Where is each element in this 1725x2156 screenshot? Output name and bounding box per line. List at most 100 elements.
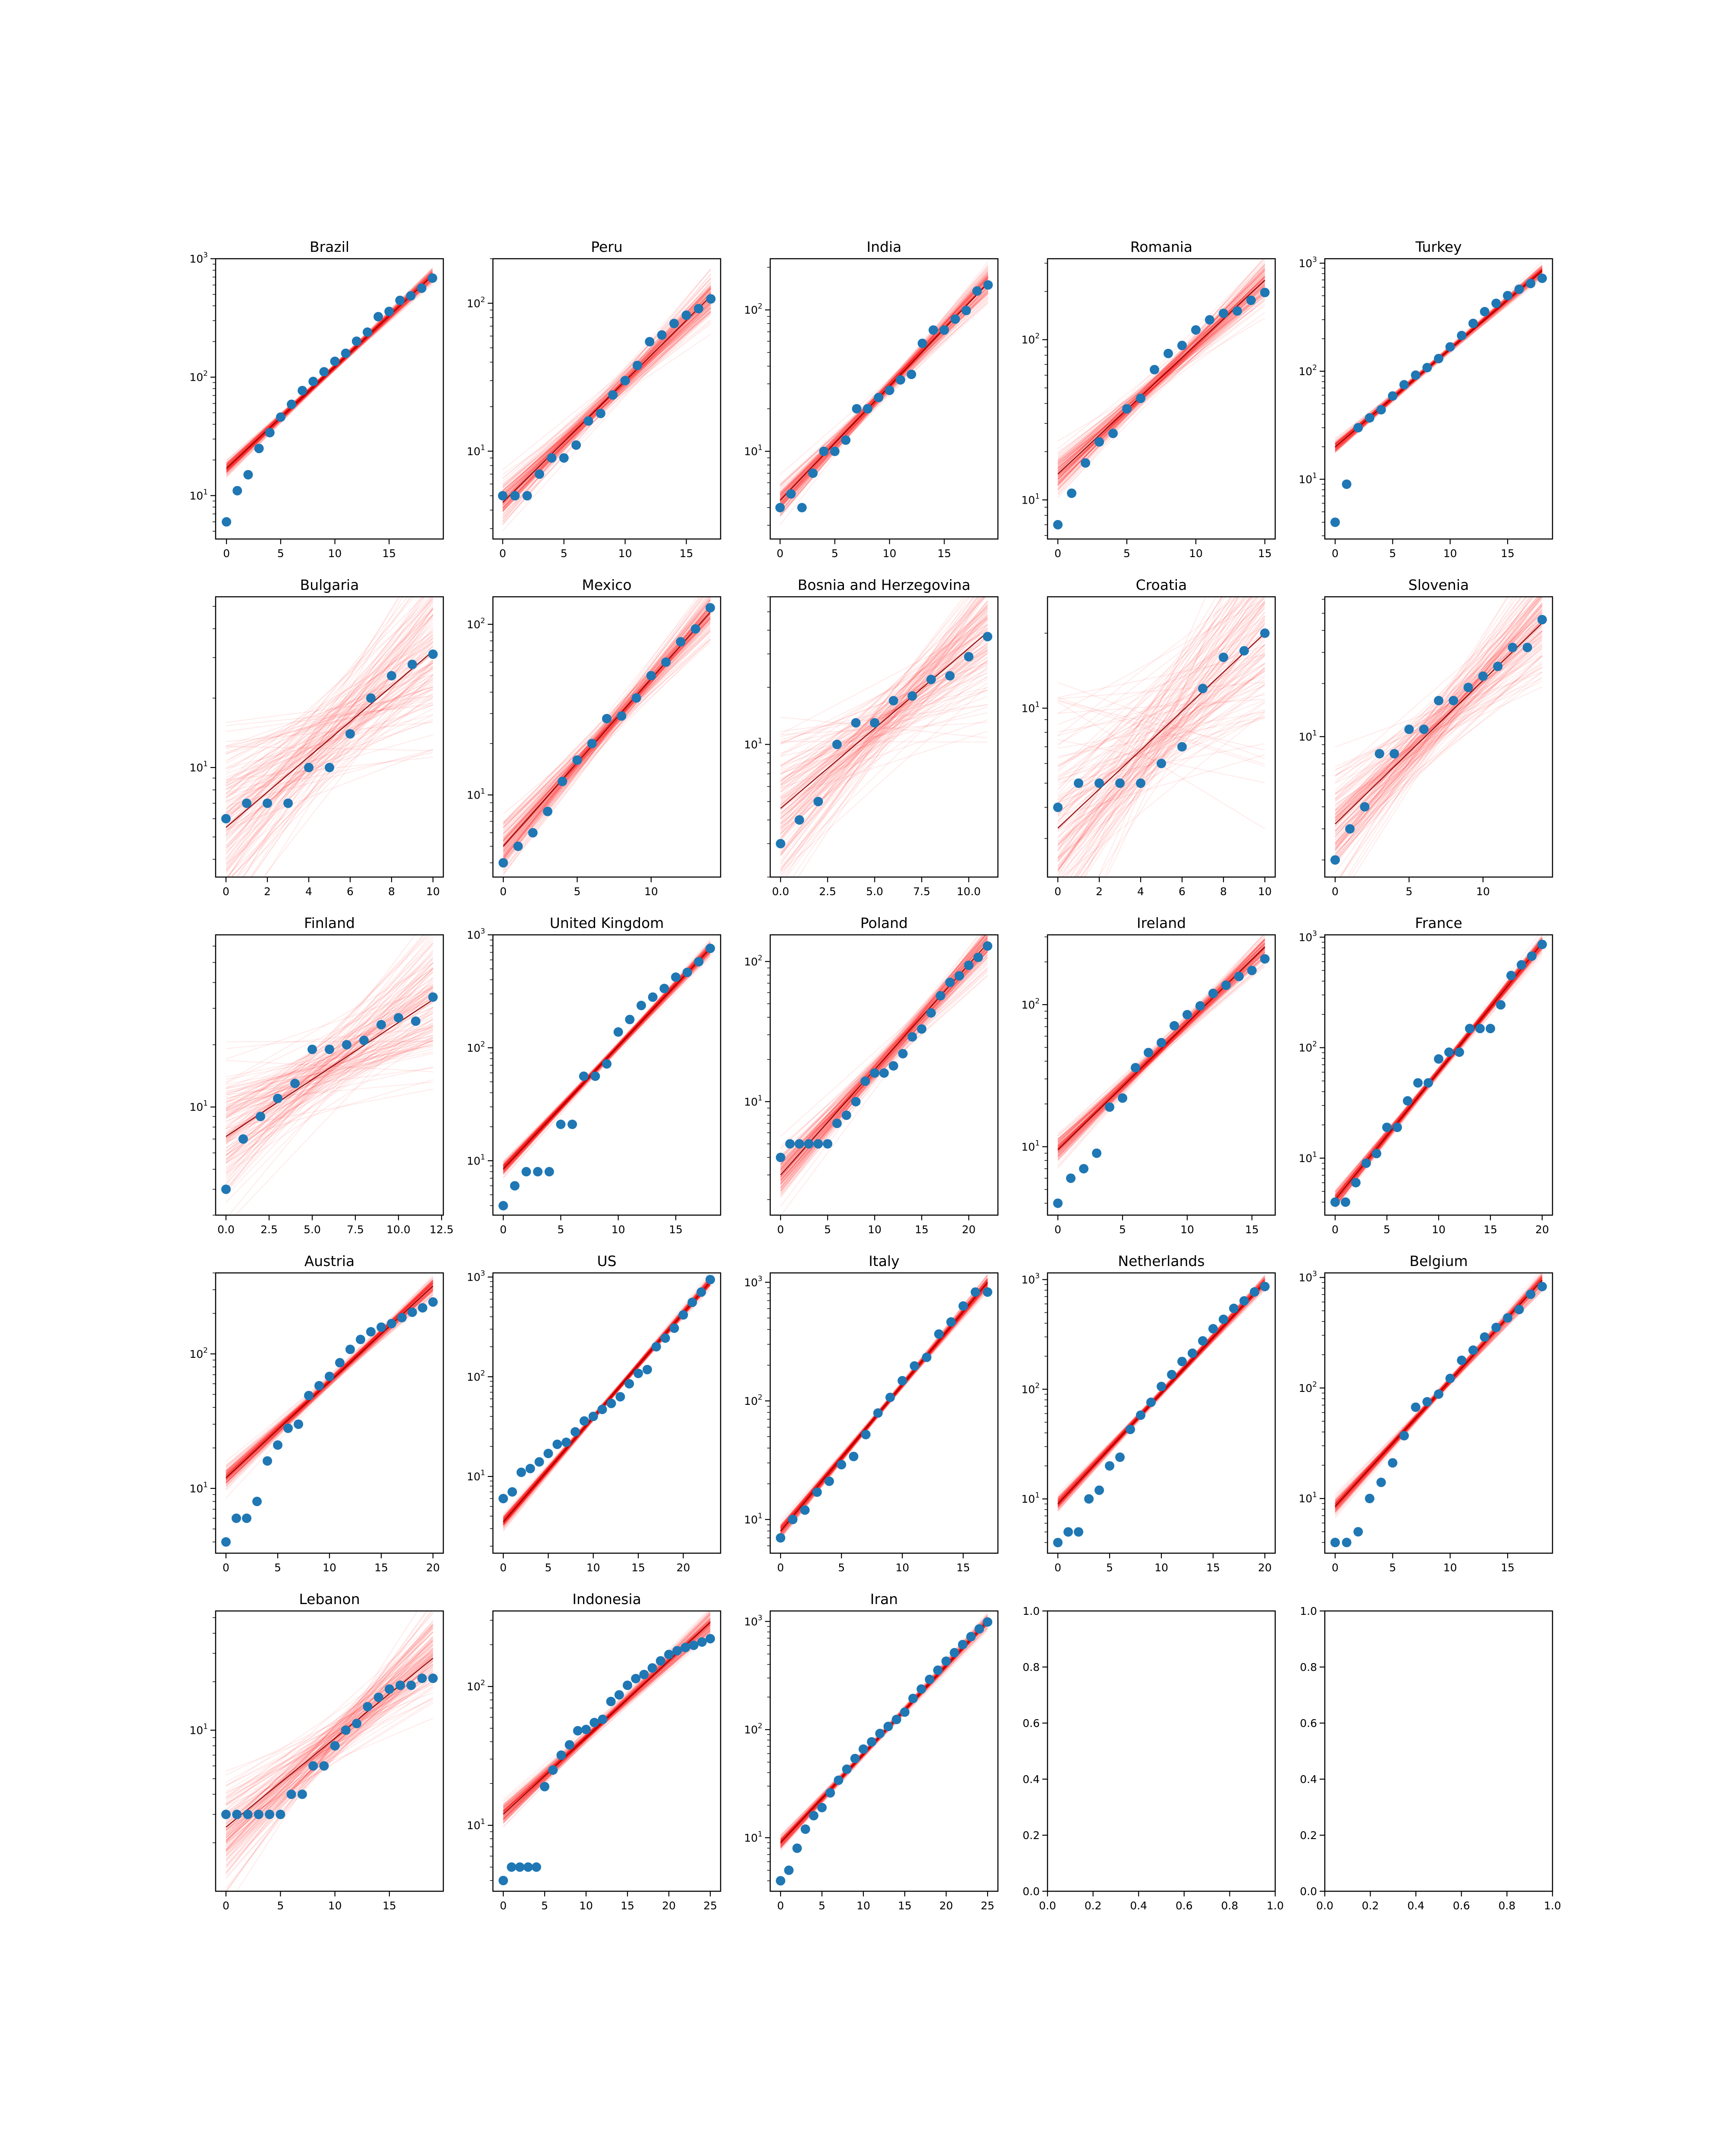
y-tick-label: 103 (744, 1275, 762, 1289)
fit-sample-line (1335, 941, 1543, 1197)
data-point (945, 671, 955, 681)
fit-sample-line (1057, 668, 1265, 842)
fit-sample-line (1057, 669, 1265, 828)
fit-sample-line (1098, 617, 1265, 877)
fit-sample-line (780, 940, 988, 1168)
data-point (1388, 391, 1398, 401)
fit-sample-line (502, 278, 712, 519)
fit-sample-line (1057, 280, 1265, 464)
fit-sample-line (1335, 597, 1541, 865)
data-point (232, 1809, 242, 1819)
fit-sample-line (780, 597, 982, 862)
fit-sample-line (1335, 663, 1543, 795)
data-point (1239, 1296, 1249, 1306)
fit-sample-line (226, 696, 433, 750)
axes-frame (1324, 1272, 1553, 1554)
plot-area (221, 935, 438, 1215)
data-point (411, 1016, 420, 1026)
x-axis: 0 5 10 15 (777, 539, 951, 560)
fit-sample-line (1335, 949, 1543, 1193)
x-tick-label: 5 (541, 1899, 548, 1912)
y-tick-label: 101 (467, 1818, 485, 1832)
fit-sample-line (1346, 597, 1522, 877)
data-point (1167, 1369, 1176, 1379)
fit-sample-line (226, 1001, 433, 1152)
fit-sample-line (1057, 295, 1265, 473)
fit-sample-line (780, 660, 988, 824)
fit-sample-line (1057, 275, 1265, 486)
fit-sample-line (226, 1611, 433, 1874)
fit-sample-line (1062, 620, 1265, 877)
data-point (861, 1429, 871, 1439)
fit-sample-line (1057, 276, 1265, 471)
fit-sample-line (780, 652, 988, 824)
data-point (254, 1809, 263, 1819)
fit-sample-line (503, 607, 711, 858)
x-tick-label: 15 (1206, 1561, 1220, 1574)
fit-sample-line (226, 278, 433, 470)
fit-sample-line (503, 606, 711, 859)
x-tick-label: 10 (895, 1561, 909, 1574)
x-tick-label: 8 (1220, 885, 1227, 898)
fit-sample-line (1057, 671, 1265, 798)
fit-sample-line (226, 613, 433, 872)
fit-sample-line (226, 597, 432, 802)
data-point (934, 1329, 944, 1339)
data-point (376, 1020, 386, 1030)
data-point (397, 1313, 407, 1322)
fit-sample-line (1057, 286, 1265, 477)
data-point (623, 1680, 632, 1690)
fit-sample-line (1335, 671, 1543, 748)
fit-sample-line (1057, 644, 1265, 802)
fit-sample-line (780, 957, 988, 1166)
fit-sample-line (1335, 628, 1543, 816)
fit-sample-line (1335, 655, 1543, 854)
plot-area (776, 1611, 992, 1886)
fit-sample-line (1057, 597, 1265, 822)
y-axis: 101 (1021, 633, 1048, 839)
x-tick-label: 5 (1119, 1223, 1126, 1236)
data-point (804, 1139, 814, 1149)
fit-sample-line (503, 597, 703, 863)
y-tick-label: 1.0 (1022, 1605, 1040, 1617)
x-tick-label: 10 (618, 547, 632, 560)
fit-sample-line (502, 303, 712, 492)
fit-sample-line (1057, 1287, 1265, 1504)
fit-sample-line (502, 323, 711, 486)
fit-sample-line (226, 1626, 433, 1889)
fit-sample-line (1335, 607, 1543, 837)
fit-sample-line (226, 1040, 433, 1122)
fit-sample-line (226, 1673, 433, 1821)
fit-sample-line (226, 1645, 433, 1858)
fit-sample-line (780, 619, 988, 805)
data-point (1365, 1494, 1374, 1504)
fit-sample-line (502, 300, 712, 515)
fit-sample-line (503, 1280, 711, 1517)
fit-sample-line (226, 646, 433, 799)
fit-sample-line (503, 613, 711, 855)
data-points (776, 941, 992, 1163)
fit-sample-line (1335, 597, 1539, 821)
data-point (1250, 1287, 1259, 1297)
fit-sample-line (780, 597, 975, 824)
data-point (510, 491, 520, 501)
fit-sample-line (503, 950, 711, 1166)
fit-sample-line (780, 717, 988, 739)
fit-sample-line (226, 705, 433, 783)
fit-sample-line (226, 660, 433, 839)
fit-sample-line (503, 597, 709, 872)
fit-sample-line (226, 1081, 433, 1102)
x-tick-label: 12.5 (430, 1223, 454, 1236)
fit-sample-line (226, 680, 433, 802)
fit-sample-line (1057, 295, 1265, 461)
fit-sample-line (503, 617, 711, 856)
data-point (624, 1379, 634, 1389)
data-point (276, 412, 285, 422)
fit-sample-line (226, 669, 433, 768)
fit-sample-line (226, 1672, 433, 1805)
fit-sample-line (780, 597, 987, 871)
data-point (335, 1358, 345, 1368)
data-point (1522, 642, 1532, 652)
fit-sample-line (503, 605, 711, 862)
